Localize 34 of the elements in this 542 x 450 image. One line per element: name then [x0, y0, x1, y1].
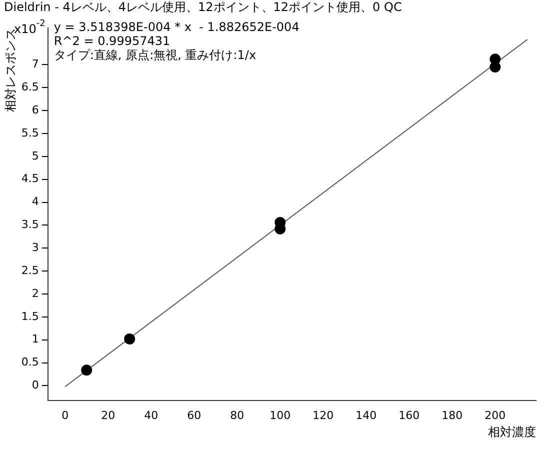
annotation: y = 3.518398E-004 * x - 1.882652E-004 — [54, 20, 300, 34]
chart-title: Dieldrin - 4レベル、4レベル使用、12ポイント、12ポイント使用、0 QC — [4, 0, 402, 14]
x-axis-title: 相対濃度 — [488, 424, 536, 439]
y-tick-label: 5 — [32, 149, 39, 162]
x-tick-label: 0 — [62, 408, 69, 422]
x-tick-label: 20 — [101, 408, 116, 422]
y-tick-label: 0.5 — [21, 356, 39, 369]
y-tick-label: 7 — [32, 58, 39, 71]
y-tick-label: 3 — [32, 240, 39, 254]
x-tick-label: 120 — [312, 408, 334, 422]
x-tick-label: 100 — [270, 408, 291, 422]
x-tick-label: 200 — [484, 408, 506, 422]
y-tick-label: 6.5 — [21, 80, 39, 94]
x-tick-label: 160 — [398, 408, 420, 422]
y-tick-label: 5.5 — [21, 126, 39, 140]
x-tick-label: 80 — [230, 408, 244, 422]
y-tick-label: 4.5 — [21, 172, 39, 186]
y-tick-label: 1 — [32, 332, 39, 346]
point — [81, 364, 92, 376]
y-tick-label: 0 — [32, 378, 39, 392]
y-tick-label: 1.5 — [21, 310, 39, 323]
y-tick-label: 6 — [32, 103, 39, 116]
point — [124, 333, 136, 344]
y-tick-label: 2 — [32, 286, 39, 300]
x-tick-label: 40 — [144, 408, 158, 422]
point — [490, 54, 501, 65]
y-tick-label: 3.5 — [21, 218, 39, 232]
annotation: R^2 = 0.99957431 — [54, 34, 170, 48]
y-tick-label: 4 — [32, 195, 39, 208]
x-tick-label: 140 — [356, 408, 377, 422]
y-tick-label: 2.5 — [21, 264, 39, 277]
x-tick-label: 180 — [442, 408, 463, 422]
annotation: タイプ:直線, 原点:無視, 重み付け:1/x — [54, 48, 256, 62]
x-tick-label: 60 — [187, 408, 202, 422]
